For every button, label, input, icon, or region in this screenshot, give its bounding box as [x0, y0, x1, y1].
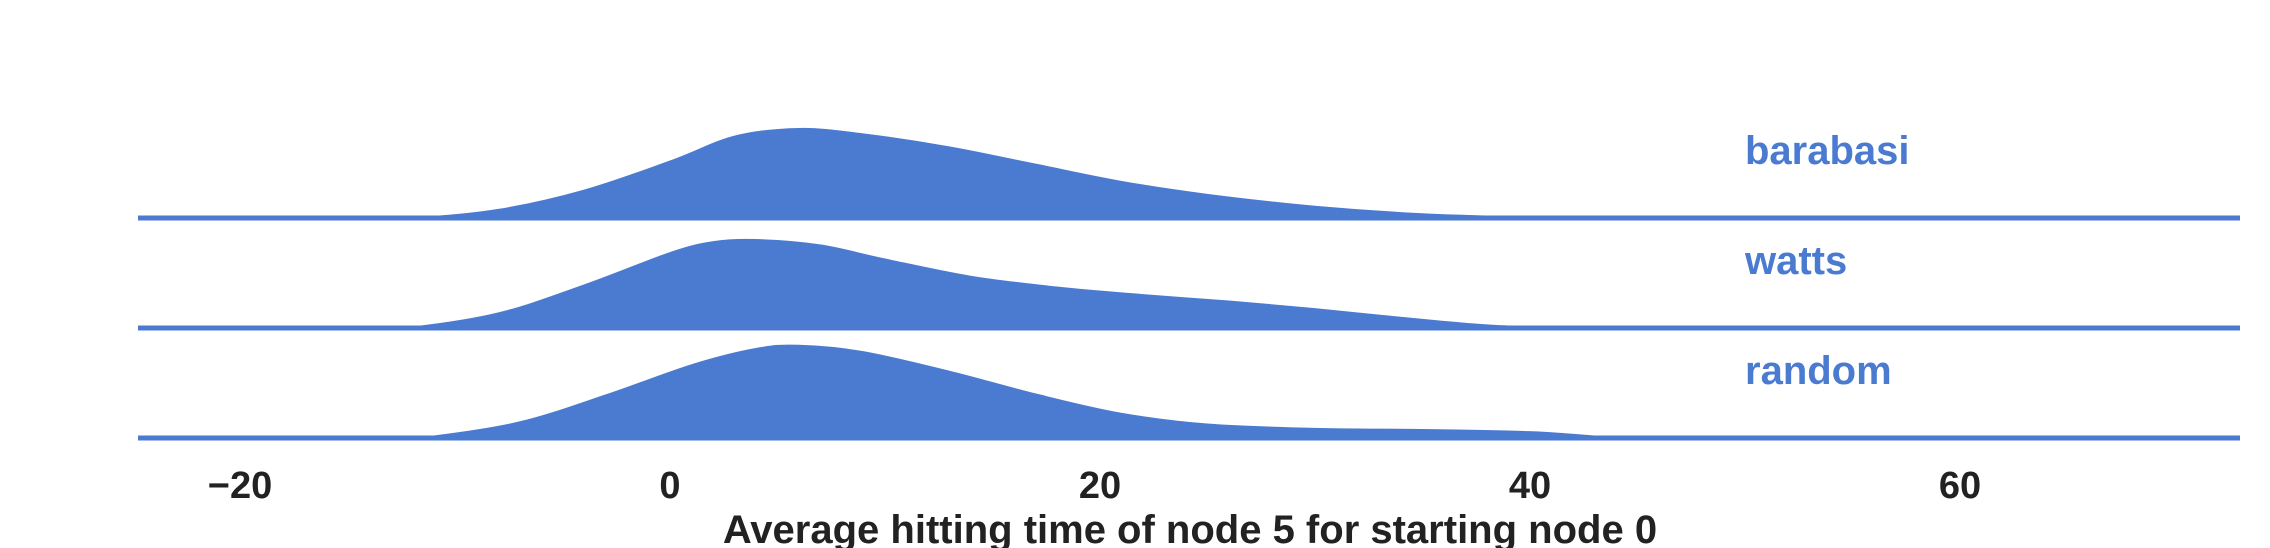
- ridge-row-barabasi: barabasi: [137, 124, 2240, 221]
- ridge-label-watts: watts: [1744, 239, 1847, 283]
- x-tick-label: 40: [1509, 465, 1551, 507]
- x-axis: −20 0 20 40 60 Average hitting time of n…: [208, 465, 1981, 548]
- ridge-label-random: random: [1745, 349, 1892, 393]
- ridge-density-watts: [138, 237, 2240, 329]
- ridge-density-random: [138, 342, 2240, 439]
- x-tick-label: 0: [659, 465, 680, 507]
- ridge-row-watts: watts: [137, 235, 2240, 331]
- ridge-label-barabasi: barabasi: [1745, 129, 1910, 173]
- x-tick-label: 60: [1939, 465, 1981, 507]
- ridge-row-random: random: [137, 341, 2240, 441]
- x-axis-title: Average hitting time of node 5 for start…: [723, 508, 1657, 548]
- x-tick-label: 20: [1079, 465, 1121, 507]
- x-tick-label: −20: [208, 465, 272, 507]
- ridge-density-barabasi: [138, 126, 2240, 219]
